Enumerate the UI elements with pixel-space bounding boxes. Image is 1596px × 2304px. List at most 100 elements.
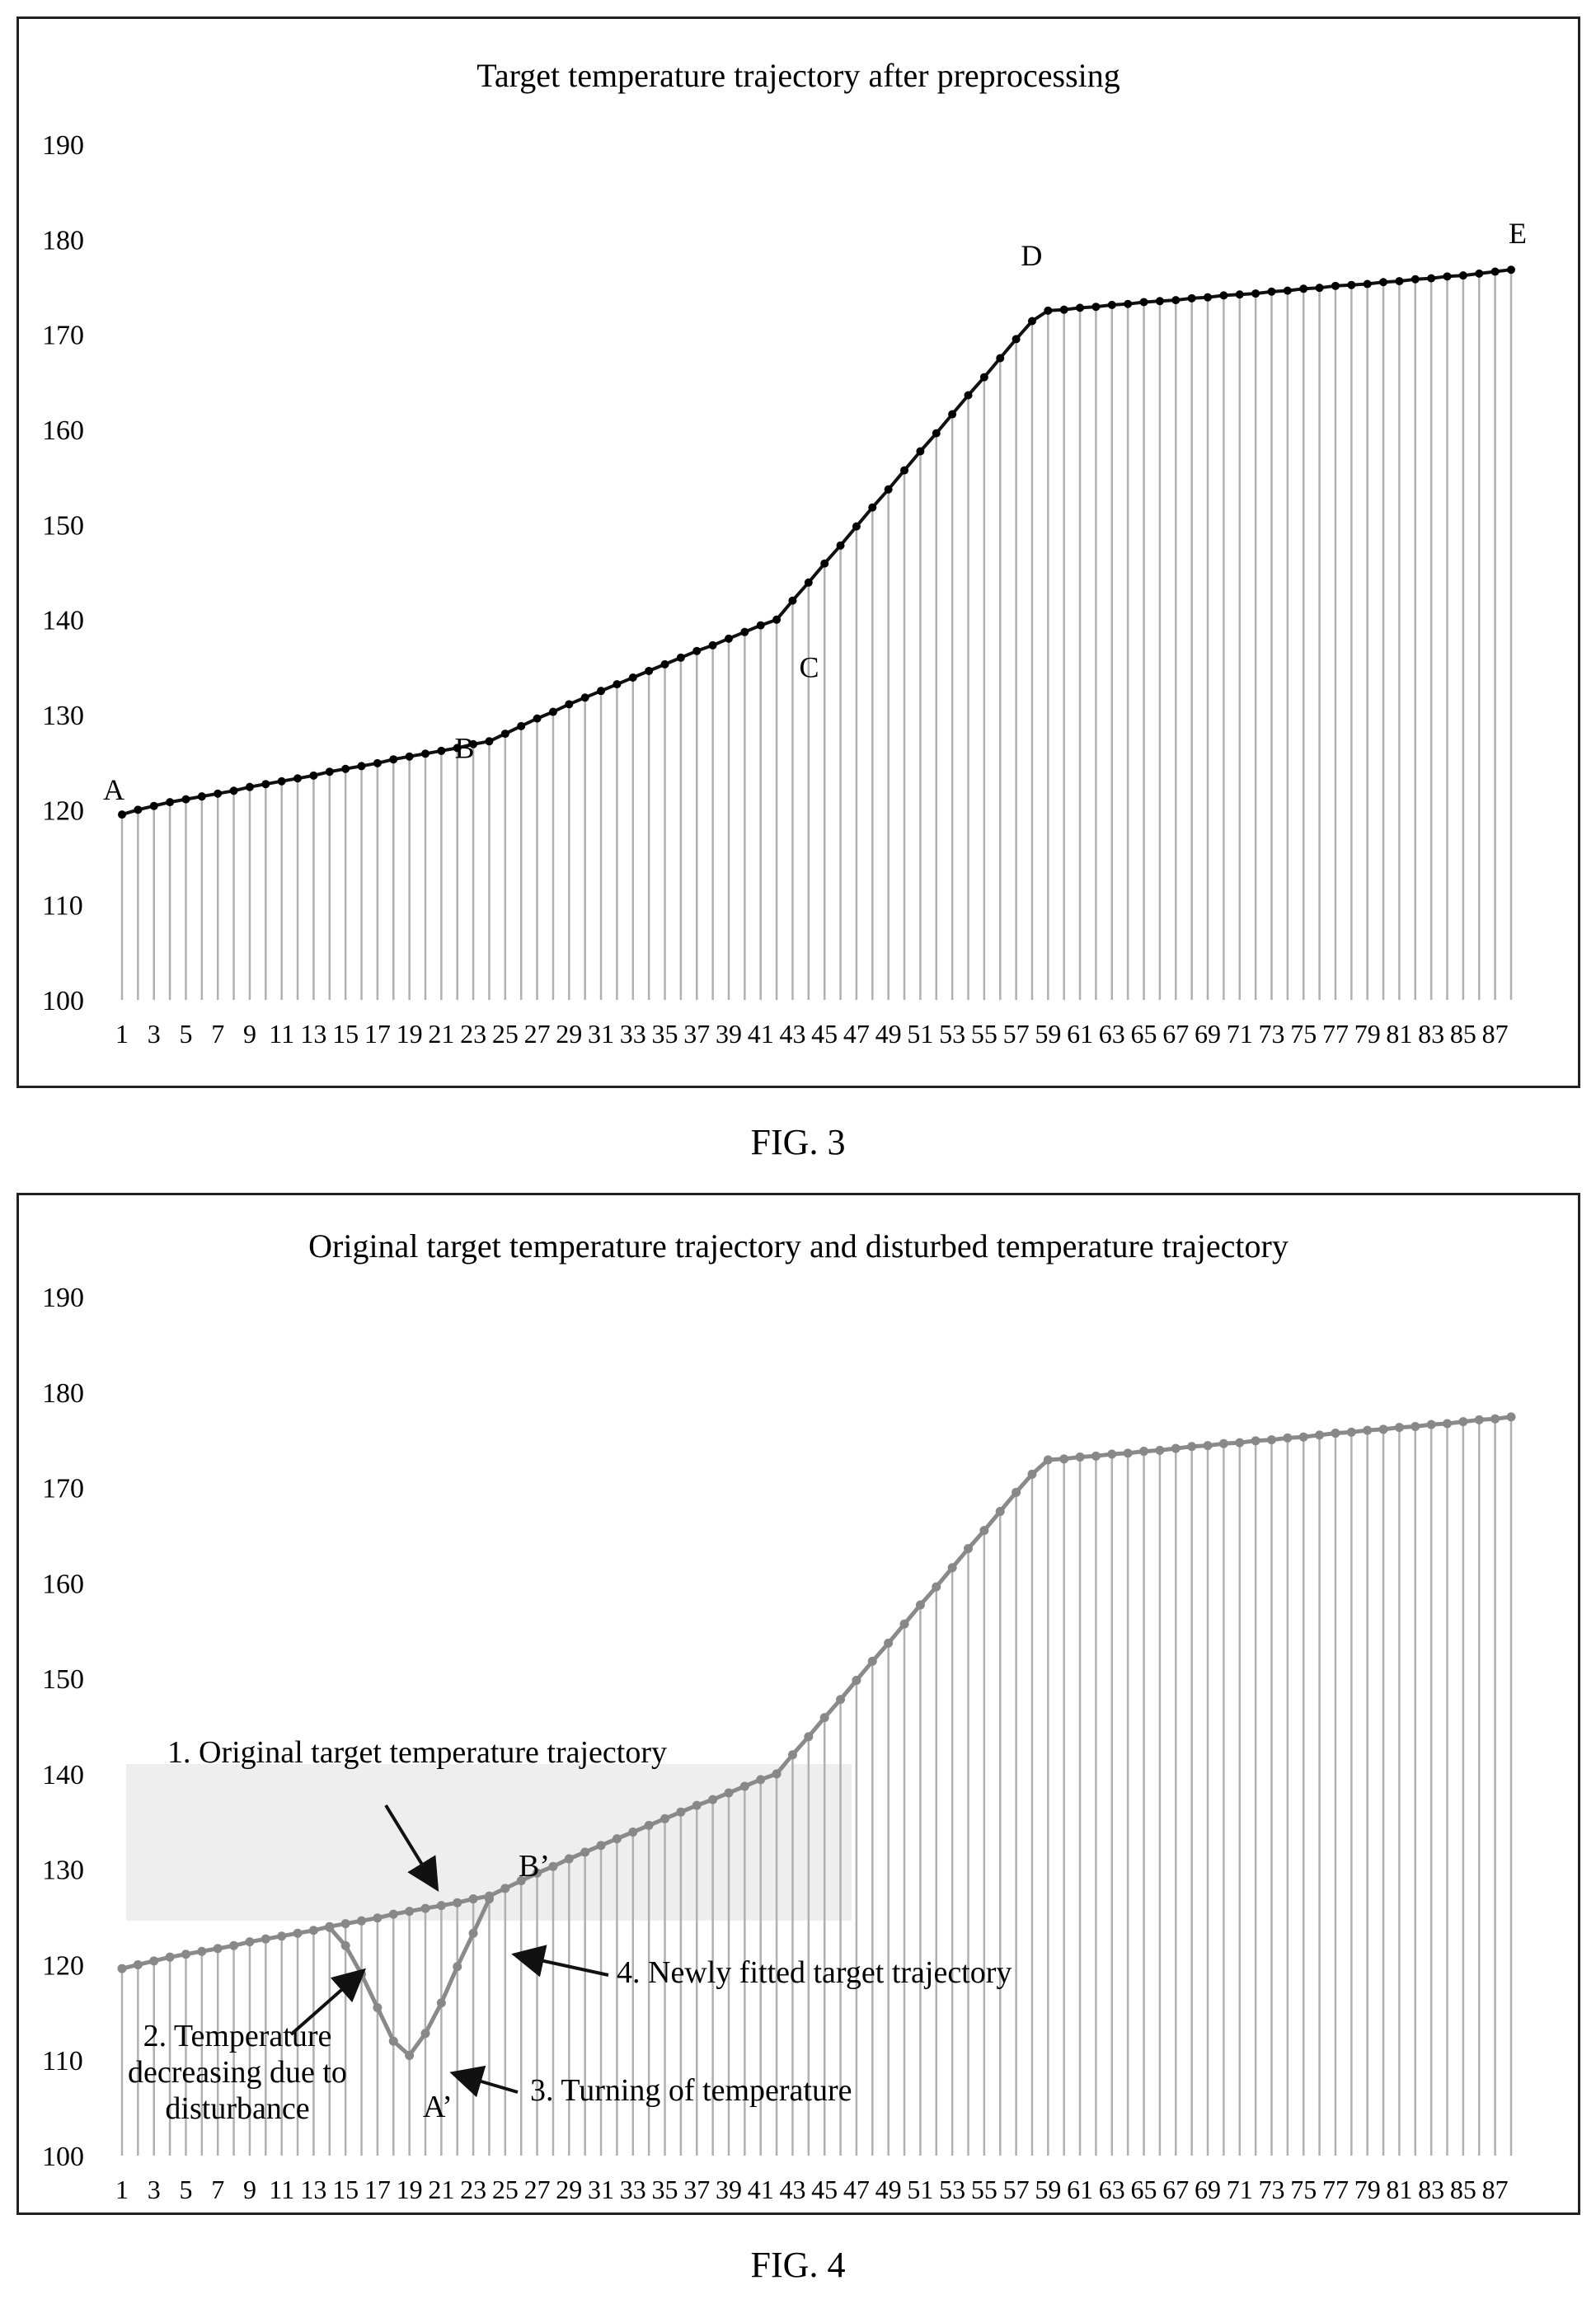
data-point	[692, 646, 702, 655]
data-point	[676, 653, 685, 662]
data-point	[1027, 1469, 1037, 1479]
y-tick-label: 140	[42, 606, 84, 636]
x-tick-label: 29	[556, 2175, 582, 2204]
data-point	[117, 1964, 127, 1973]
data-point	[1124, 299, 1133, 308]
x-tick-label: 9	[243, 1019, 256, 1049]
data-point	[1059, 305, 1068, 314]
data-point	[979, 1526, 989, 1536]
point-label-b: B	[454, 731, 474, 764]
x-tick-label: 25	[492, 2175, 519, 2204]
data-point	[420, 1903, 430, 1913]
x-tick-label: 19	[397, 1019, 423, 1049]
data-point	[1218, 1438, 1228, 1448]
data-point	[1012, 1487, 1021, 1497]
x-tick-label: 13	[300, 2175, 326, 2204]
data-point	[1283, 1433, 1293, 1443]
point-label-b-prime: B’	[519, 1849, 550, 1884]
data-point	[820, 559, 829, 568]
data-point	[1315, 1430, 1325, 1440]
data-point	[1363, 279, 1372, 289]
x-tick-label: 71	[1227, 2175, 1253, 2204]
data-point	[597, 687, 606, 696]
data-point	[1395, 277, 1404, 286]
data-point	[1474, 1415, 1484, 1424]
original-series-line	[121, 1415, 1512, 1971]
x-tick-label: 21	[428, 2175, 454, 2204]
data-point	[644, 1820, 654, 1830]
x-tick-label: 11	[269, 2175, 294, 2204]
x-tick-label: 15	[332, 1019, 359, 1049]
x-tick-label: 31	[588, 2175, 614, 2204]
data-point	[277, 1931, 287, 1941]
x-tick-label: 23	[460, 1019, 486, 1049]
point-label-a: A	[103, 773, 124, 806]
data-point	[453, 744, 462, 753]
x-tick-label: 53	[939, 1019, 965, 1049]
data-point	[149, 801, 158, 810]
data-point	[1331, 1429, 1340, 1438]
x-tick-label: 17	[364, 2175, 391, 2204]
data-point	[133, 1959, 143, 1969]
y-tick-label: 100	[42, 986, 84, 1016]
x-tick-label: 35	[652, 1019, 678, 1049]
data-point	[469, 739, 478, 748]
point-label-c: C	[799, 651, 819, 684]
data-point	[1012, 335, 1021, 344]
data-point	[436, 1901, 446, 1911]
data-point	[1379, 278, 1388, 287]
data-point	[1044, 306, 1053, 315]
x-tick-label: 17	[364, 1019, 391, 1049]
fig3-chart-panel: Target temperature trajectory after prep…	[16, 16, 1580, 1088]
data-point	[580, 693, 589, 702]
x-tick-label: 19	[397, 2175, 423, 2204]
x-tick-label: 61	[1067, 1019, 1093, 1049]
x-tick-label: 51	[907, 1019, 933, 1049]
arrow-original-trajectory	[384, 1804, 439, 1892]
data-point	[1458, 1417, 1468, 1427]
disturbed-data-point	[373, 2003, 383, 2013]
series-line	[121, 268, 1512, 817]
data-point	[708, 1795, 718, 1804]
data-point	[1443, 1419, 1453, 1429]
x-tick-label: 11	[269, 1019, 294, 1049]
x-tick-label: 45	[811, 2175, 838, 2204]
data-point	[1363, 1425, 1373, 1435]
data-point	[1059, 1454, 1069, 1464]
disturbed-data-point	[468, 1928, 478, 1938]
data-point	[756, 621, 765, 630]
data-point	[1490, 267, 1500, 276]
x-tick-label: 23	[460, 2175, 486, 2204]
data-point	[995, 1507, 1005, 1516]
data-point	[772, 615, 782, 624]
data-point	[852, 1675, 861, 1685]
data-point	[245, 782, 254, 791]
data-point	[1394, 1423, 1404, 1433]
data-point	[964, 391, 973, 400]
data-point	[804, 1732, 814, 1742]
y-tick-label: 190	[42, 1283, 84, 1313]
annotation-label-2-line3: disturbance	[165, 2091, 309, 2126]
data-point	[1475, 269, 1484, 278]
x-tick-label: 57	[1003, 2175, 1030, 2204]
data-point	[1283, 286, 1292, 295]
data-point	[708, 641, 717, 650]
x-tick-label: 49	[875, 1019, 902, 1049]
data-point	[1171, 1443, 1181, 1453]
data-point	[1251, 289, 1260, 298]
data-point	[357, 1916, 367, 1926]
data-point	[899, 1619, 909, 1629]
x-tick-label: 59	[1035, 2175, 1061, 2204]
x-tick-label: 63	[1099, 1019, 1125, 1049]
data-point	[756, 1775, 766, 1785]
fig3-caption: FIG. 3	[750, 1122, 846, 1162]
x-tick-label: 1	[115, 2175, 129, 2204]
data-point	[134, 805, 143, 814]
disturbed-data-point	[453, 1962, 462, 1972]
x-tick-label: 7	[211, 1019, 224, 1049]
data-point	[357, 762, 366, 771]
data-point	[564, 1854, 574, 1864]
x-tick-label: 15	[332, 2175, 359, 2204]
data-point	[772, 1769, 782, 1779]
